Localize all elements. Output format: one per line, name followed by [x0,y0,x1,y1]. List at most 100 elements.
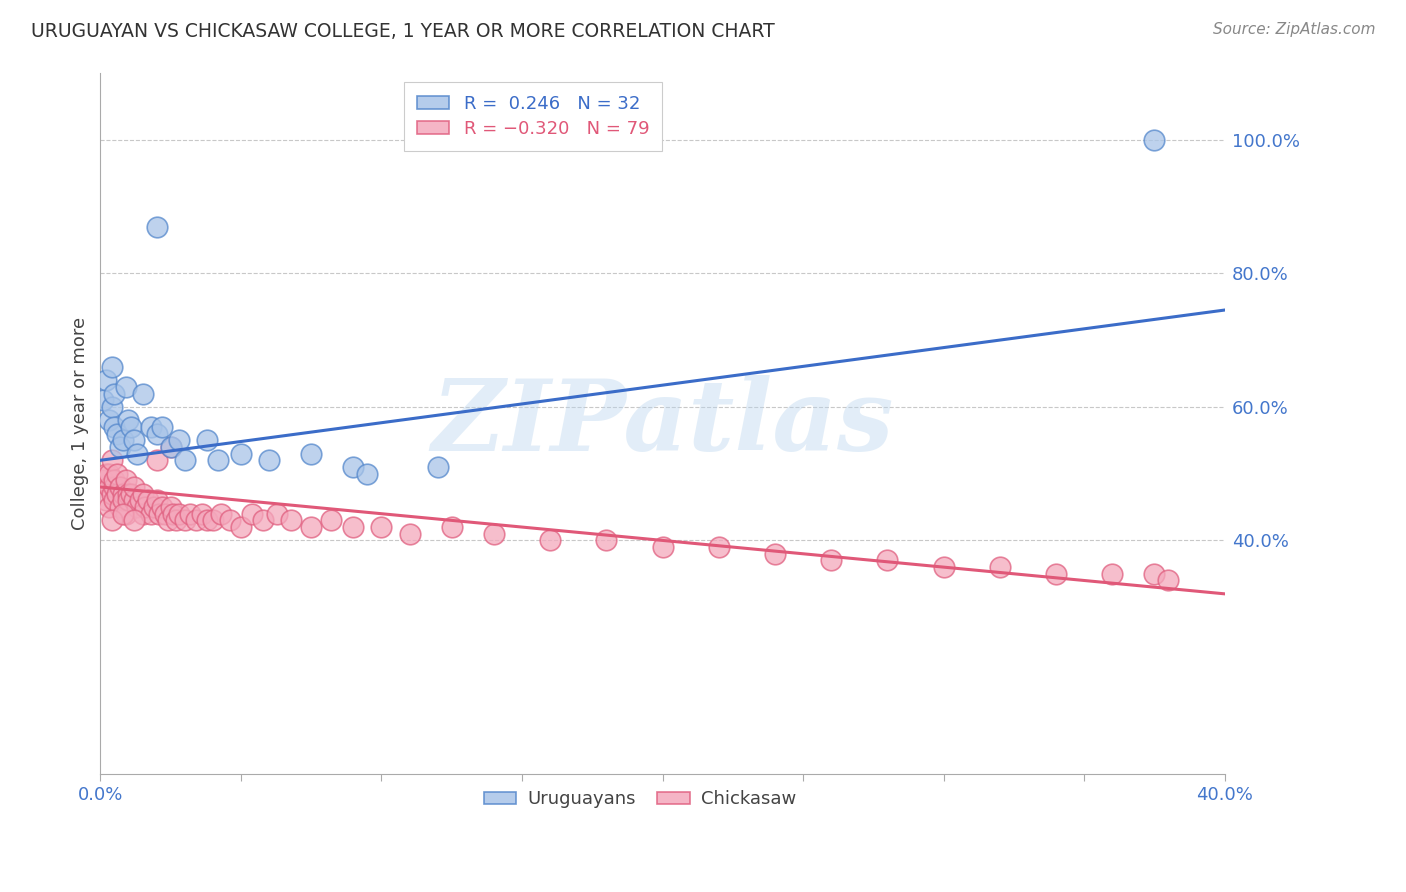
Text: URUGUAYAN VS CHICKASAW COLLEGE, 1 YEAR OR MORE CORRELATION CHART: URUGUAYAN VS CHICKASAW COLLEGE, 1 YEAR O… [31,22,775,41]
Y-axis label: College, 1 year or more: College, 1 year or more [72,317,89,530]
Point [139,420,162,434]
Point [111,493,134,508]
Point [299,520,322,534]
Point [820,553,842,567]
Point [105,467,128,481]
Point [150,500,173,514]
Point [195,513,218,527]
Point [100,400,122,414]
Point [156,513,179,527]
Point [125,500,148,514]
Point [134,500,156,514]
Point [145,453,167,467]
Point [1143,566,1166,581]
Point [108,440,131,454]
Point [122,493,145,508]
Point [195,434,218,448]
Point [94,493,117,508]
Point [145,219,167,234]
Legend: Uruguayans, Chickasaw: Uruguayans, Chickasaw [477,783,803,815]
Point [122,513,145,527]
Point [190,507,212,521]
Point [114,380,136,394]
Point [131,386,153,401]
Point [229,447,252,461]
Point [932,560,955,574]
Point [398,526,420,541]
Point [111,507,134,521]
Point [91,473,114,487]
Point [111,434,134,448]
Point [94,467,117,481]
Point [319,513,342,527]
Point [342,460,364,475]
Point [538,533,561,548]
Point [426,460,449,475]
Point [145,493,167,508]
Point [1045,566,1067,581]
Point [111,486,134,500]
Point [97,480,120,494]
Point [97,413,120,427]
Point [150,420,173,434]
Point [105,486,128,500]
Point [153,507,176,521]
Text: ZIPatlas: ZIPatlas [432,376,894,472]
Point [100,513,122,527]
Point [167,434,190,448]
Point [117,486,139,500]
Point [173,453,195,467]
Point [1143,133,1166,147]
Point [229,520,252,534]
Point [100,453,122,467]
Point [207,453,229,467]
Point [145,426,167,441]
Point [218,513,240,527]
Point [100,359,122,374]
Point [120,486,142,500]
Point [266,507,288,521]
Point [94,373,117,387]
Point [120,420,142,434]
Point [876,553,898,567]
Point [440,520,463,534]
Point [122,434,145,448]
Point [184,513,207,527]
Point [100,486,122,500]
Point [159,440,181,454]
Point [356,467,378,481]
Point [142,500,165,514]
Point [763,547,786,561]
Point [103,493,125,508]
Point [97,500,120,514]
Point [209,507,232,521]
Point [117,493,139,508]
Point [103,386,125,401]
Point [103,420,125,434]
Point [105,426,128,441]
Point [162,507,184,521]
Point [139,507,162,521]
Point [179,507,201,521]
Point [173,513,195,527]
Point [91,393,114,408]
Point [252,513,274,527]
Point [1157,574,1180,588]
Point [370,520,392,534]
Point [299,447,322,461]
Point [1101,566,1123,581]
Point [342,520,364,534]
Point [159,440,181,454]
Point [108,500,131,514]
Point [117,413,139,427]
Point [148,507,170,521]
Point [114,507,136,521]
Point [201,513,224,527]
Point [125,447,148,461]
Point [128,493,150,508]
Point [131,507,153,521]
Point [122,480,145,494]
Point [103,480,125,494]
Point [165,513,187,527]
Point [988,560,1011,574]
